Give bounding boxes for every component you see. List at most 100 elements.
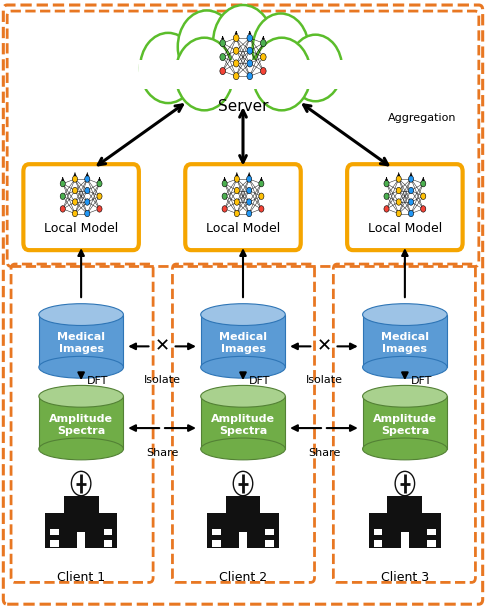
- Circle shape: [384, 193, 389, 199]
- Circle shape: [213, 5, 273, 80]
- Ellipse shape: [39, 438, 123, 460]
- Circle shape: [260, 54, 266, 61]
- Text: DFT: DFT: [87, 376, 108, 386]
- Circle shape: [259, 193, 264, 199]
- Bar: [104, 540, 112, 547]
- Circle shape: [247, 72, 253, 80]
- Circle shape: [97, 181, 102, 187]
- Bar: [212, 528, 221, 535]
- Circle shape: [247, 60, 253, 67]
- Bar: [363, 314, 447, 367]
- Circle shape: [85, 187, 90, 194]
- Bar: [374, 540, 382, 547]
- Circle shape: [71, 471, 91, 496]
- Bar: [99, 513, 117, 548]
- Circle shape: [85, 176, 90, 182]
- Circle shape: [259, 206, 264, 212]
- Circle shape: [220, 67, 226, 75]
- Circle shape: [234, 176, 240, 182]
- Ellipse shape: [201, 385, 285, 407]
- Circle shape: [233, 35, 239, 41]
- Bar: [427, 540, 436, 547]
- Bar: [387, 496, 422, 548]
- Text: Client 2: Client 2: [219, 571, 267, 584]
- Circle shape: [97, 206, 102, 212]
- Circle shape: [222, 181, 227, 187]
- Text: Local Model: Local Model: [44, 223, 118, 235]
- Circle shape: [234, 187, 240, 194]
- Circle shape: [72, 176, 78, 182]
- Circle shape: [60, 193, 65, 199]
- Text: Isolate: Isolate: [305, 375, 343, 385]
- Circle shape: [260, 67, 266, 75]
- FancyBboxPatch shape: [347, 164, 463, 250]
- Text: Share: Share: [308, 449, 340, 458]
- Text: Amplitude
Spectra: Amplitude Spectra: [211, 414, 275, 435]
- Ellipse shape: [363, 385, 447, 407]
- Circle shape: [220, 54, 226, 61]
- Bar: [50, 540, 59, 547]
- Circle shape: [85, 199, 90, 206]
- Text: Server: Server: [218, 100, 268, 114]
- Bar: [369, 513, 387, 548]
- Circle shape: [72, 199, 78, 206]
- FancyBboxPatch shape: [23, 164, 139, 250]
- FancyBboxPatch shape: [185, 164, 301, 250]
- Circle shape: [72, 187, 78, 194]
- Text: Aggregation: Aggregation: [388, 112, 456, 123]
- Circle shape: [233, 72, 239, 80]
- Circle shape: [246, 187, 252, 194]
- Circle shape: [421, 193, 426, 199]
- Bar: [401, 532, 409, 548]
- Circle shape: [408, 187, 414, 194]
- Text: Local Model: Local Model: [368, 223, 442, 235]
- Bar: [39, 396, 123, 449]
- Bar: [226, 496, 260, 548]
- Circle shape: [395, 471, 415, 496]
- Circle shape: [408, 199, 414, 206]
- Circle shape: [234, 210, 240, 216]
- Bar: [363, 396, 447, 449]
- Circle shape: [246, 199, 252, 206]
- Circle shape: [85, 210, 90, 216]
- Ellipse shape: [39, 356, 123, 378]
- Text: ✕: ✕: [316, 337, 331, 355]
- Circle shape: [408, 210, 414, 216]
- Ellipse shape: [201, 304, 285, 325]
- Text: Amplitude
Spectra: Amplitude Spectra: [49, 414, 113, 435]
- Bar: [50, 528, 59, 535]
- Circle shape: [384, 206, 389, 212]
- Bar: [427, 528, 436, 535]
- Circle shape: [396, 187, 401, 194]
- Text: Medical
Images: Medical Images: [381, 333, 429, 354]
- Circle shape: [396, 199, 401, 206]
- Ellipse shape: [201, 438, 285, 460]
- Circle shape: [253, 13, 309, 84]
- Circle shape: [246, 210, 252, 216]
- Circle shape: [384, 181, 389, 187]
- Text: Amplitude
Spectra: Amplitude Spectra: [373, 414, 437, 435]
- Bar: [212, 540, 221, 547]
- Circle shape: [175, 38, 233, 110]
- Bar: [207, 513, 226, 548]
- Circle shape: [260, 40, 266, 47]
- Circle shape: [289, 35, 342, 102]
- Bar: [104, 528, 112, 535]
- Circle shape: [233, 47, 239, 54]
- Bar: [265, 540, 274, 547]
- Ellipse shape: [39, 304, 123, 325]
- Circle shape: [140, 33, 196, 103]
- Bar: [45, 513, 64, 548]
- Circle shape: [396, 176, 401, 182]
- Ellipse shape: [201, 356, 285, 378]
- Circle shape: [247, 35, 253, 41]
- Bar: [239, 532, 247, 548]
- Circle shape: [259, 181, 264, 187]
- Bar: [422, 513, 441, 548]
- Text: Medical
Images: Medical Images: [219, 333, 267, 354]
- Text: Client 3: Client 3: [381, 571, 429, 584]
- Circle shape: [253, 38, 311, 110]
- Circle shape: [396, 210, 401, 216]
- Bar: [374, 528, 382, 535]
- Text: DFT: DFT: [249, 376, 270, 386]
